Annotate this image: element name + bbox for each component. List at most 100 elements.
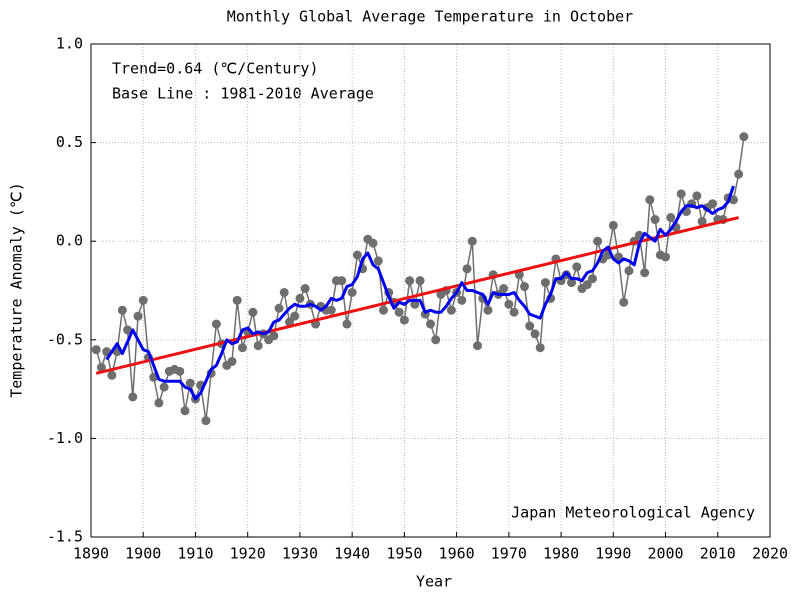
data-point bbox=[227, 356, 237, 366]
data-point bbox=[692, 191, 702, 201]
data-point bbox=[394, 307, 404, 317]
y-tick-label: -1.0 bbox=[47, 429, 83, 447]
annotation: Trend=0.64 (℃/Century) bbox=[112, 60, 319, 78]
data-point bbox=[405, 276, 415, 286]
y-tick-label: 0.0 bbox=[56, 232, 83, 250]
data-point bbox=[661, 252, 671, 262]
data-point bbox=[154, 398, 164, 408]
data-point bbox=[410, 299, 420, 309]
data-point bbox=[269, 331, 279, 341]
plot-frame bbox=[90, 43, 771, 538]
data-point bbox=[509, 307, 519, 317]
x-tick-label: 2020 bbox=[752, 545, 788, 563]
data-point bbox=[619, 297, 629, 307]
data-point bbox=[614, 252, 624, 262]
x-tick-label: 1940 bbox=[334, 545, 370, 563]
data-point bbox=[587, 274, 597, 284]
data-point bbox=[431, 335, 441, 345]
data-point bbox=[739, 132, 749, 142]
data-point bbox=[473, 341, 483, 351]
data-point bbox=[274, 303, 284, 313]
data-point bbox=[708, 199, 718, 209]
trend-line bbox=[95, 216, 740, 375]
x-tick-label: 1920 bbox=[230, 545, 266, 563]
data-point bbox=[91, 345, 101, 355]
data-point bbox=[446, 305, 456, 315]
x-tick-label: 2000 bbox=[647, 545, 683, 563]
data-point bbox=[232, 295, 242, 305]
data-point bbox=[175, 366, 185, 376]
data-point bbox=[734, 169, 744, 179]
data-point bbox=[697, 216, 707, 226]
data-point bbox=[608, 220, 618, 230]
data-point bbox=[185, 378, 195, 388]
data-point bbox=[117, 305, 127, 315]
y-tick-label: -0.5 bbox=[47, 330, 83, 348]
data-point bbox=[138, 295, 148, 305]
x-tick-label: 1930 bbox=[282, 545, 318, 563]
data-point bbox=[373, 256, 383, 266]
x-tick-label: 1950 bbox=[386, 545, 422, 563]
data-point bbox=[290, 311, 300, 321]
data-point bbox=[368, 238, 378, 248]
data-point bbox=[624, 266, 634, 276]
data-point bbox=[535, 343, 545, 353]
data-point bbox=[211, 319, 221, 329]
data-point bbox=[525, 321, 535, 331]
data-point bbox=[128, 392, 138, 402]
data-point bbox=[248, 307, 258, 317]
data-point bbox=[96, 362, 106, 372]
data-point bbox=[295, 293, 305, 303]
data-point bbox=[520, 282, 530, 292]
data-point bbox=[462, 264, 472, 274]
data-point bbox=[159, 382, 169, 392]
x-axis-label: Year bbox=[416, 573, 452, 591]
data-point bbox=[415, 276, 425, 286]
x-tick-label: 1910 bbox=[177, 545, 213, 563]
data-point bbox=[337, 276, 347, 286]
running-mean-line bbox=[105, 185, 735, 401]
data-point bbox=[279, 287, 289, 297]
annotation: Base Line : 1981-2010 Average bbox=[112, 85, 374, 103]
x-tick-label: 1970 bbox=[491, 545, 527, 563]
data-point bbox=[378, 305, 388, 315]
y-tick-label: -1.5 bbox=[47, 528, 83, 546]
data-point bbox=[467, 236, 477, 246]
data-point bbox=[572, 262, 582, 272]
data-point bbox=[666, 213, 676, 223]
data-point bbox=[284, 317, 294, 327]
data-point bbox=[540, 278, 550, 288]
data-point bbox=[640, 268, 650, 278]
data-point bbox=[650, 215, 660, 225]
data-point bbox=[483, 305, 493, 315]
data-point bbox=[300, 284, 310, 294]
data-point bbox=[201, 416, 211, 426]
data-point bbox=[457, 295, 467, 305]
data-point bbox=[326, 305, 336, 315]
data-point bbox=[133, 311, 143, 321]
x-tick-label: 2010 bbox=[700, 545, 736, 563]
data-point bbox=[352, 250, 362, 260]
source-note: Japan Meteorological Agency bbox=[511, 504, 755, 522]
data-point bbox=[399, 315, 409, 325]
y-axis-label: Temperature Anomaly (℃) bbox=[8, 182, 26, 398]
data-point bbox=[645, 195, 655, 205]
data-point bbox=[567, 278, 577, 288]
x-tick-label: 1980 bbox=[543, 545, 579, 563]
data-point bbox=[237, 343, 247, 353]
data-point bbox=[499, 284, 509, 294]
chart-title: Monthly Global Average Temperature in Oc… bbox=[227, 8, 633, 26]
data-point bbox=[504, 299, 514, 309]
data-point bbox=[426, 319, 435, 329]
y-tick-label: 0.5 bbox=[56, 133, 83, 151]
data-point bbox=[123, 325, 133, 335]
x-tick-label: 1960 bbox=[439, 545, 475, 563]
data-point bbox=[347, 287, 357, 297]
x-tick-label: 1990 bbox=[595, 545, 631, 563]
data-point bbox=[676, 189, 686, 199]
data-point bbox=[180, 406, 190, 416]
data-point bbox=[107, 370, 117, 380]
data-point bbox=[342, 319, 352, 329]
data-point bbox=[530, 329, 540, 339]
